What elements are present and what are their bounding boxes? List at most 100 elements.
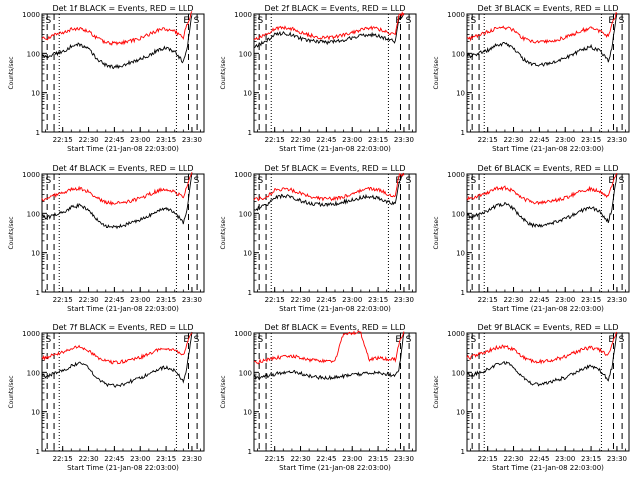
x-axis-label: Start Time (21-Jan-08 22:03:00) xyxy=(67,464,179,472)
plot-frame xyxy=(253,173,417,293)
x-tick-label: 22:30 xyxy=(503,136,523,144)
x-axis-label: Start Time (21-Jan-08 22:03:00) xyxy=(492,145,604,153)
x-tick-label: 22:30 xyxy=(78,455,98,463)
y-tick-label: 100 xyxy=(239,50,252,58)
chart-panel-7: Det 7f BLACK = Events, RED = LLD Counts/s… xyxy=(8,323,205,472)
series-line xyxy=(253,172,405,212)
series-line xyxy=(466,11,618,45)
x-tick-label: 23:00 xyxy=(555,296,575,304)
chart-panel-6: Det 6f BLACK = Events, RED = LLD Counts/s… xyxy=(433,164,630,313)
y-tick-label: 1 xyxy=(36,448,40,456)
marker-letter: S xyxy=(619,176,625,186)
chart-panel-2: Det 2f BLACK = Events, RED = LLD Counts/s… xyxy=(220,4,417,153)
y-tick-label: 100 xyxy=(239,369,252,377)
plot-frame xyxy=(466,173,630,293)
marker-letter: S xyxy=(194,176,200,186)
y-tick-label: 10 xyxy=(243,409,252,417)
series-line xyxy=(41,15,193,70)
x-tick-label: 22:45 xyxy=(316,136,336,144)
series-line xyxy=(466,172,618,206)
plot-frame xyxy=(253,332,417,452)
x-tick-label: 22:30 xyxy=(290,296,310,304)
marker-letter: S xyxy=(406,16,412,26)
x-tick-label: 22:15 xyxy=(478,455,498,463)
x-tick-label: 23:15 xyxy=(368,136,388,144)
x-tick-label: 23:15 xyxy=(368,296,388,304)
chart-panel-5: Det 5f BLACK = Events, RED = LLD Counts/s… xyxy=(220,164,417,313)
x-tick-label: 22:45 xyxy=(529,136,549,144)
y-axis-label: Counts/sec xyxy=(220,375,227,408)
plot-frame xyxy=(41,13,205,133)
y-tick-label: 1000 xyxy=(447,171,465,179)
x-tick-label: 22:30 xyxy=(290,455,310,463)
x-tick-label: 22:45 xyxy=(529,455,549,463)
marker-letter: S xyxy=(45,335,51,345)
y-axis-label: Counts/sec xyxy=(433,375,440,408)
y-tick-label: 1 xyxy=(36,129,40,137)
y-tick-label: 100 xyxy=(27,369,40,377)
y-tick-label: 100 xyxy=(452,210,465,218)
series-line xyxy=(253,11,405,41)
y-tick-label: 10 xyxy=(31,250,40,258)
y-tick-label: 10 xyxy=(456,90,465,98)
x-axis-label: Start Time (21-Jan-08 22:03:00) xyxy=(492,305,604,313)
chart-title: Det 6f BLACK = Events, RED = LLD xyxy=(477,164,618,173)
y-tick-label: 10 xyxy=(456,409,465,417)
x-tick-label: 22:15 xyxy=(265,455,285,463)
x-tick-label: 22:30 xyxy=(78,296,98,304)
series-line xyxy=(41,172,193,230)
y-tick-label: 10 xyxy=(243,250,252,258)
y-tick-label: 1000 xyxy=(447,330,465,338)
y-tick-label: 1000 xyxy=(234,171,252,179)
marker-letter: S xyxy=(45,16,51,26)
marker-letter: E xyxy=(183,16,189,26)
marker-letter: E xyxy=(395,335,401,345)
x-tick-label: 23:15 xyxy=(581,296,601,304)
x-tick-label: 23:15 xyxy=(156,455,176,463)
x-tick-label: 23:00 xyxy=(342,136,362,144)
y-tick-label: 1000 xyxy=(234,330,252,338)
chart-title: Det 8f BLACK = Events, RED = LLD xyxy=(264,323,405,332)
x-tick-label: 22:45 xyxy=(529,296,549,304)
series-line xyxy=(253,172,405,202)
x-tick-label: 23:30 xyxy=(182,455,202,463)
marker-letter: E xyxy=(608,176,614,186)
marker-letter: S xyxy=(406,176,412,186)
plot-frame xyxy=(466,13,630,133)
chart-title: Det 1f BLACK = Events, RED = LLD xyxy=(52,4,193,13)
x-tick-label: 23:00 xyxy=(555,136,575,144)
x-tick-label: 22:15 xyxy=(478,136,498,144)
x-tick-label: 22:15 xyxy=(265,136,285,144)
chart-title: Det 4f BLACK = Events, RED = LLD xyxy=(52,164,193,173)
x-tick-label: 22:15 xyxy=(53,296,73,304)
x-tick-label: 23:00 xyxy=(555,455,575,463)
x-tick-label: 23:15 xyxy=(368,455,388,463)
marker-letter: E xyxy=(183,176,189,186)
marker-letter: S xyxy=(194,335,200,345)
x-tick-label: 23:30 xyxy=(394,455,414,463)
chart-title: Det 3f BLACK = Events, RED = LLD xyxy=(477,4,618,13)
chart-title: Det 9f BLACK = Events, RED = LLD xyxy=(477,323,618,332)
y-tick-label: 10 xyxy=(31,90,40,98)
y-tick-label: 100 xyxy=(452,369,465,377)
y-tick-label: 1000 xyxy=(22,330,40,338)
series-line xyxy=(253,332,405,381)
x-tick-label: 22:45 xyxy=(316,296,336,304)
x-axis-label: Start Time (21-Jan-08 22:03:00) xyxy=(67,305,179,313)
y-tick-label: 1000 xyxy=(22,171,40,179)
x-tick-label: 23:15 xyxy=(581,136,601,144)
series-line xyxy=(253,330,405,365)
marker-letter: E xyxy=(608,16,614,26)
chart-panel-8: Det 8f BLACK = Events, RED = LLD Counts/s… xyxy=(220,323,417,472)
y-tick-label: 1 xyxy=(36,289,40,297)
y-tick-label: 1000 xyxy=(447,11,465,19)
y-tick-label: 1 xyxy=(248,448,252,456)
y-tick-label: 1 xyxy=(461,448,465,456)
marker-letter: S xyxy=(406,335,412,345)
x-tick-label: 22:30 xyxy=(78,136,98,144)
x-tick-label: 23:00 xyxy=(130,136,150,144)
x-axis-label: Start Time (21-Jan-08 22:03:00) xyxy=(279,145,391,153)
y-tick-label: 1000 xyxy=(22,11,40,19)
marker-letter: S xyxy=(470,16,476,26)
